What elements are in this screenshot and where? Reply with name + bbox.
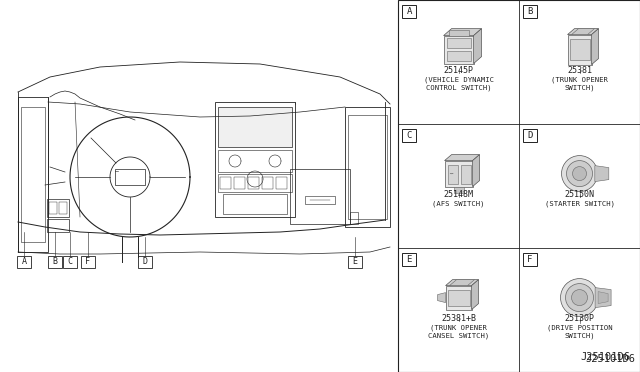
Polygon shape — [438, 293, 445, 302]
Text: D: D — [143, 257, 147, 266]
Bar — [568, 35, 591, 65]
Bar — [454, 187, 463, 193]
Bar — [523, 253, 537, 266]
Text: 25381: 25381 — [567, 66, 592, 75]
Bar — [47, 199, 69, 217]
Text: (TRUNK OPENER
SWITCH): (TRUNK OPENER SWITCH) — [551, 77, 608, 91]
Bar — [523, 5, 537, 18]
Bar — [447, 38, 470, 48]
Text: C: C — [67, 257, 72, 266]
Text: 25150N: 25150N — [564, 190, 595, 199]
Polygon shape — [474, 29, 481, 64]
Polygon shape — [444, 29, 481, 36]
Circle shape — [566, 283, 593, 312]
Bar — [570, 39, 589, 60]
Polygon shape — [449, 280, 475, 286]
Polygon shape — [595, 166, 609, 182]
Bar — [218, 174, 292, 192]
Text: E: E — [406, 255, 412, 264]
Bar — [402, 5, 416, 18]
Text: J25101D6: J25101D6 — [580, 352, 630, 362]
Bar — [248, 177, 259, 189]
Text: F: F — [527, 255, 532, 264]
Polygon shape — [598, 292, 608, 304]
Bar — [447, 51, 470, 61]
Bar — [447, 164, 458, 184]
Bar — [48, 256, 62, 268]
Bar — [402, 253, 416, 266]
Bar — [461, 164, 470, 184]
Bar — [523, 129, 537, 142]
Text: E: E — [353, 257, 358, 266]
Bar — [348, 256, 362, 268]
Bar — [348, 115, 387, 219]
Bar — [444, 36, 474, 64]
Text: J25101D6: J25101D6 — [585, 354, 635, 364]
Bar — [47, 219, 69, 232]
Bar — [445, 161, 472, 187]
Bar — [18, 97, 48, 252]
Bar — [115, 169, 145, 185]
Bar — [215, 102, 295, 217]
Text: (VEHICLE DYNAMIC
CONTROL SWITCH): (VEHICLE DYNAMIC CONTROL SWITCH) — [424, 77, 493, 91]
Text: F: F — [86, 257, 90, 266]
Bar — [138, 256, 152, 268]
Bar — [49, 202, 57, 214]
Text: (AFS SWITCH): (AFS SWITCH) — [432, 201, 485, 207]
Text: (DRIVE POSITION
SWITCH): (DRIVE POSITION SWITCH) — [547, 325, 612, 339]
Polygon shape — [595, 288, 611, 308]
Text: A: A — [22, 257, 26, 266]
Polygon shape — [572, 29, 595, 35]
Text: (STARTER SWITCH): (STARTER SWITCH) — [545, 201, 614, 207]
Bar — [234, 177, 245, 189]
Bar — [276, 177, 287, 189]
Circle shape — [572, 289, 588, 306]
Bar — [350, 212, 358, 224]
Bar — [305, 196, 335, 204]
Bar — [402, 129, 416, 142]
Bar — [59, 202, 67, 214]
Circle shape — [561, 155, 598, 192]
Bar — [17, 256, 31, 268]
Text: B: B — [527, 7, 532, 16]
Text: A: A — [406, 7, 412, 16]
Bar — [262, 177, 273, 189]
Bar — [63, 256, 77, 268]
Circle shape — [566, 161, 593, 187]
Bar — [220, 177, 231, 189]
Bar — [345, 107, 390, 227]
Polygon shape — [445, 155, 479, 161]
Bar — [445, 286, 472, 310]
Polygon shape — [445, 280, 479, 286]
Text: D: D — [527, 131, 532, 140]
Bar — [447, 291, 470, 306]
Bar — [223, 194, 287, 214]
Text: 25145P: 25145P — [444, 66, 474, 75]
Text: 25148M: 25148M — [444, 190, 474, 199]
Bar — [21, 107, 45, 242]
Polygon shape — [591, 29, 598, 65]
Bar — [81, 256, 95, 268]
Polygon shape — [568, 29, 598, 35]
Circle shape — [573, 167, 586, 180]
Text: (TRUNK OPENER
CANSEL SWITCH): (TRUNK OPENER CANSEL SWITCH) — [428, 325, 489, 339]
Bar — [449, 30, 468, 36]
Text: 25130P: 25130P — [564, 314, 595, 323]
Bar — [398, 0, 640, 372]
Text: 25381+B: 25381+B — [441, 314, 476, 323]
Polygon shape — [472, 155, 479, 187]
Circle shape — [561, 279, 598, 317]
Bar — [218, 150, 292, 172]
Text: C: C — [406, 131, 412, 140]
Bar — [290, 169, 350, 224]
Bar — [218, 107, 292, 147]
Text: B: B — [52, 257, 58, 266]
Polygon shape — [472, 280, 479, 310]
